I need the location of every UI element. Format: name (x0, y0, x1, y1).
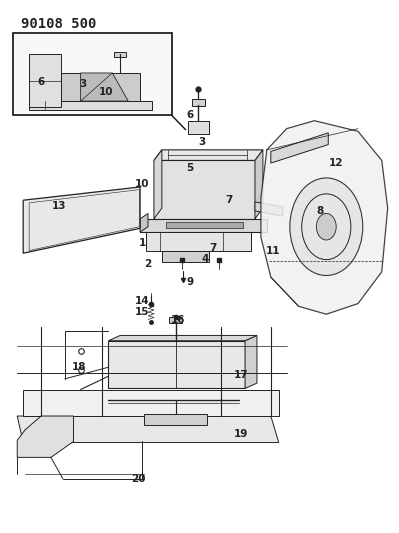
Text: 15: 15 (135, 306, 149, 317)
Text: 7: 7 (225, 195, 233, 205)
Text: 16: 16 (170, 314, 185, 325)
Text: 9: 9 (186, 277, 193, 287)
Text: 6: 6 (186, 110, 193, 120)
Text: 4: 4 (202, 254, 209, 263)
Text: 90108 500: 90108 500 (21, 17, 97, 31)
Polygon shape (166, 222, 243, 228)
Polygon shape (29, 54, 61, 108)
Bar (13, 33, 172, 115)
Polygon shape (140, 214, 148, 232)
Text: 7: 7 (210, 243, 217, 253)
Polygon shape (23, 390, 279, 416)
Text: 10: 10 (135, 179, 149, 189)
Text: 20: 20 (131, 474, 145, 483)
Text: 18: 18 (71, 362, 86, 372)
Polygon shape (109, 341, 245, 389)
Polygon shape (154, 160, 255, 219)
Polygon shape (255, 202, 283, 216)
Text: 5: 5 (186, 164, 193, 173)
Text: 12: 12 (329, 158, 344, 168)
Polygon shape (255, 150, 263, 219)
Polygon shape (188, 120, 209, 134)
Text: 2: 2 (144, 259, 152, 269)
Polygon shape (154, 150, 263, 160)
Polygon shape (144, 414, 207, 424)
Polygon shape (17, 416, 73, 457)
Polygon shape (114, 52, 126, 57)
Polygon shape (17, 416, 279, 442)
Text: 14: 14 (135, 296, 149, 306)
Text: 11: 11 (266, 246, 280, 256)
Polygon shape (162, 251, 209, 262)
Circle shape (290, 178, 363, 276)
Text: 3: 3 (79, 78, 86, 88)
Text: 17: 17 (234, 370, 249, 380)
Polygon shape (192, 100, 205, 106)
Text: 1: 1 (138, 238, 146, 248)
Text: 6: 6 (38, 77, 45, 87)
Polygon shape (271, 133, 328, 163)
Text: 8: 8 (317, 206, 324, 216)
Polygon shape (61, 73, 140, 101)
Polygon shape (261, 120, 388, 314)
Polygon shape (29, 101, 152, 110)
Polygon shape (109, 335, 257, 341)
Text: 13: 13 (51, 200, 66, 211)
Polygon shape (245, 335, 257, 389)
Circle shape (316, 214, 336, 240)
Text: 10: 10 (99, 86, 114, 96)
Polygon shape (154, 150, 162, 219)
Polygon shape (146, 232, 251, 251)
Text: 19: 19 (234, 429, 248, 439)
Polygon shape (23, 187, 140, 253)
Text: 3: 3 (198, 137, 205, 147)
Polygon shape (81, 73, 128, 101)
Polygon shape (140, 219, 267, 232)
Polygon shape (170, 317, 182, 323)
